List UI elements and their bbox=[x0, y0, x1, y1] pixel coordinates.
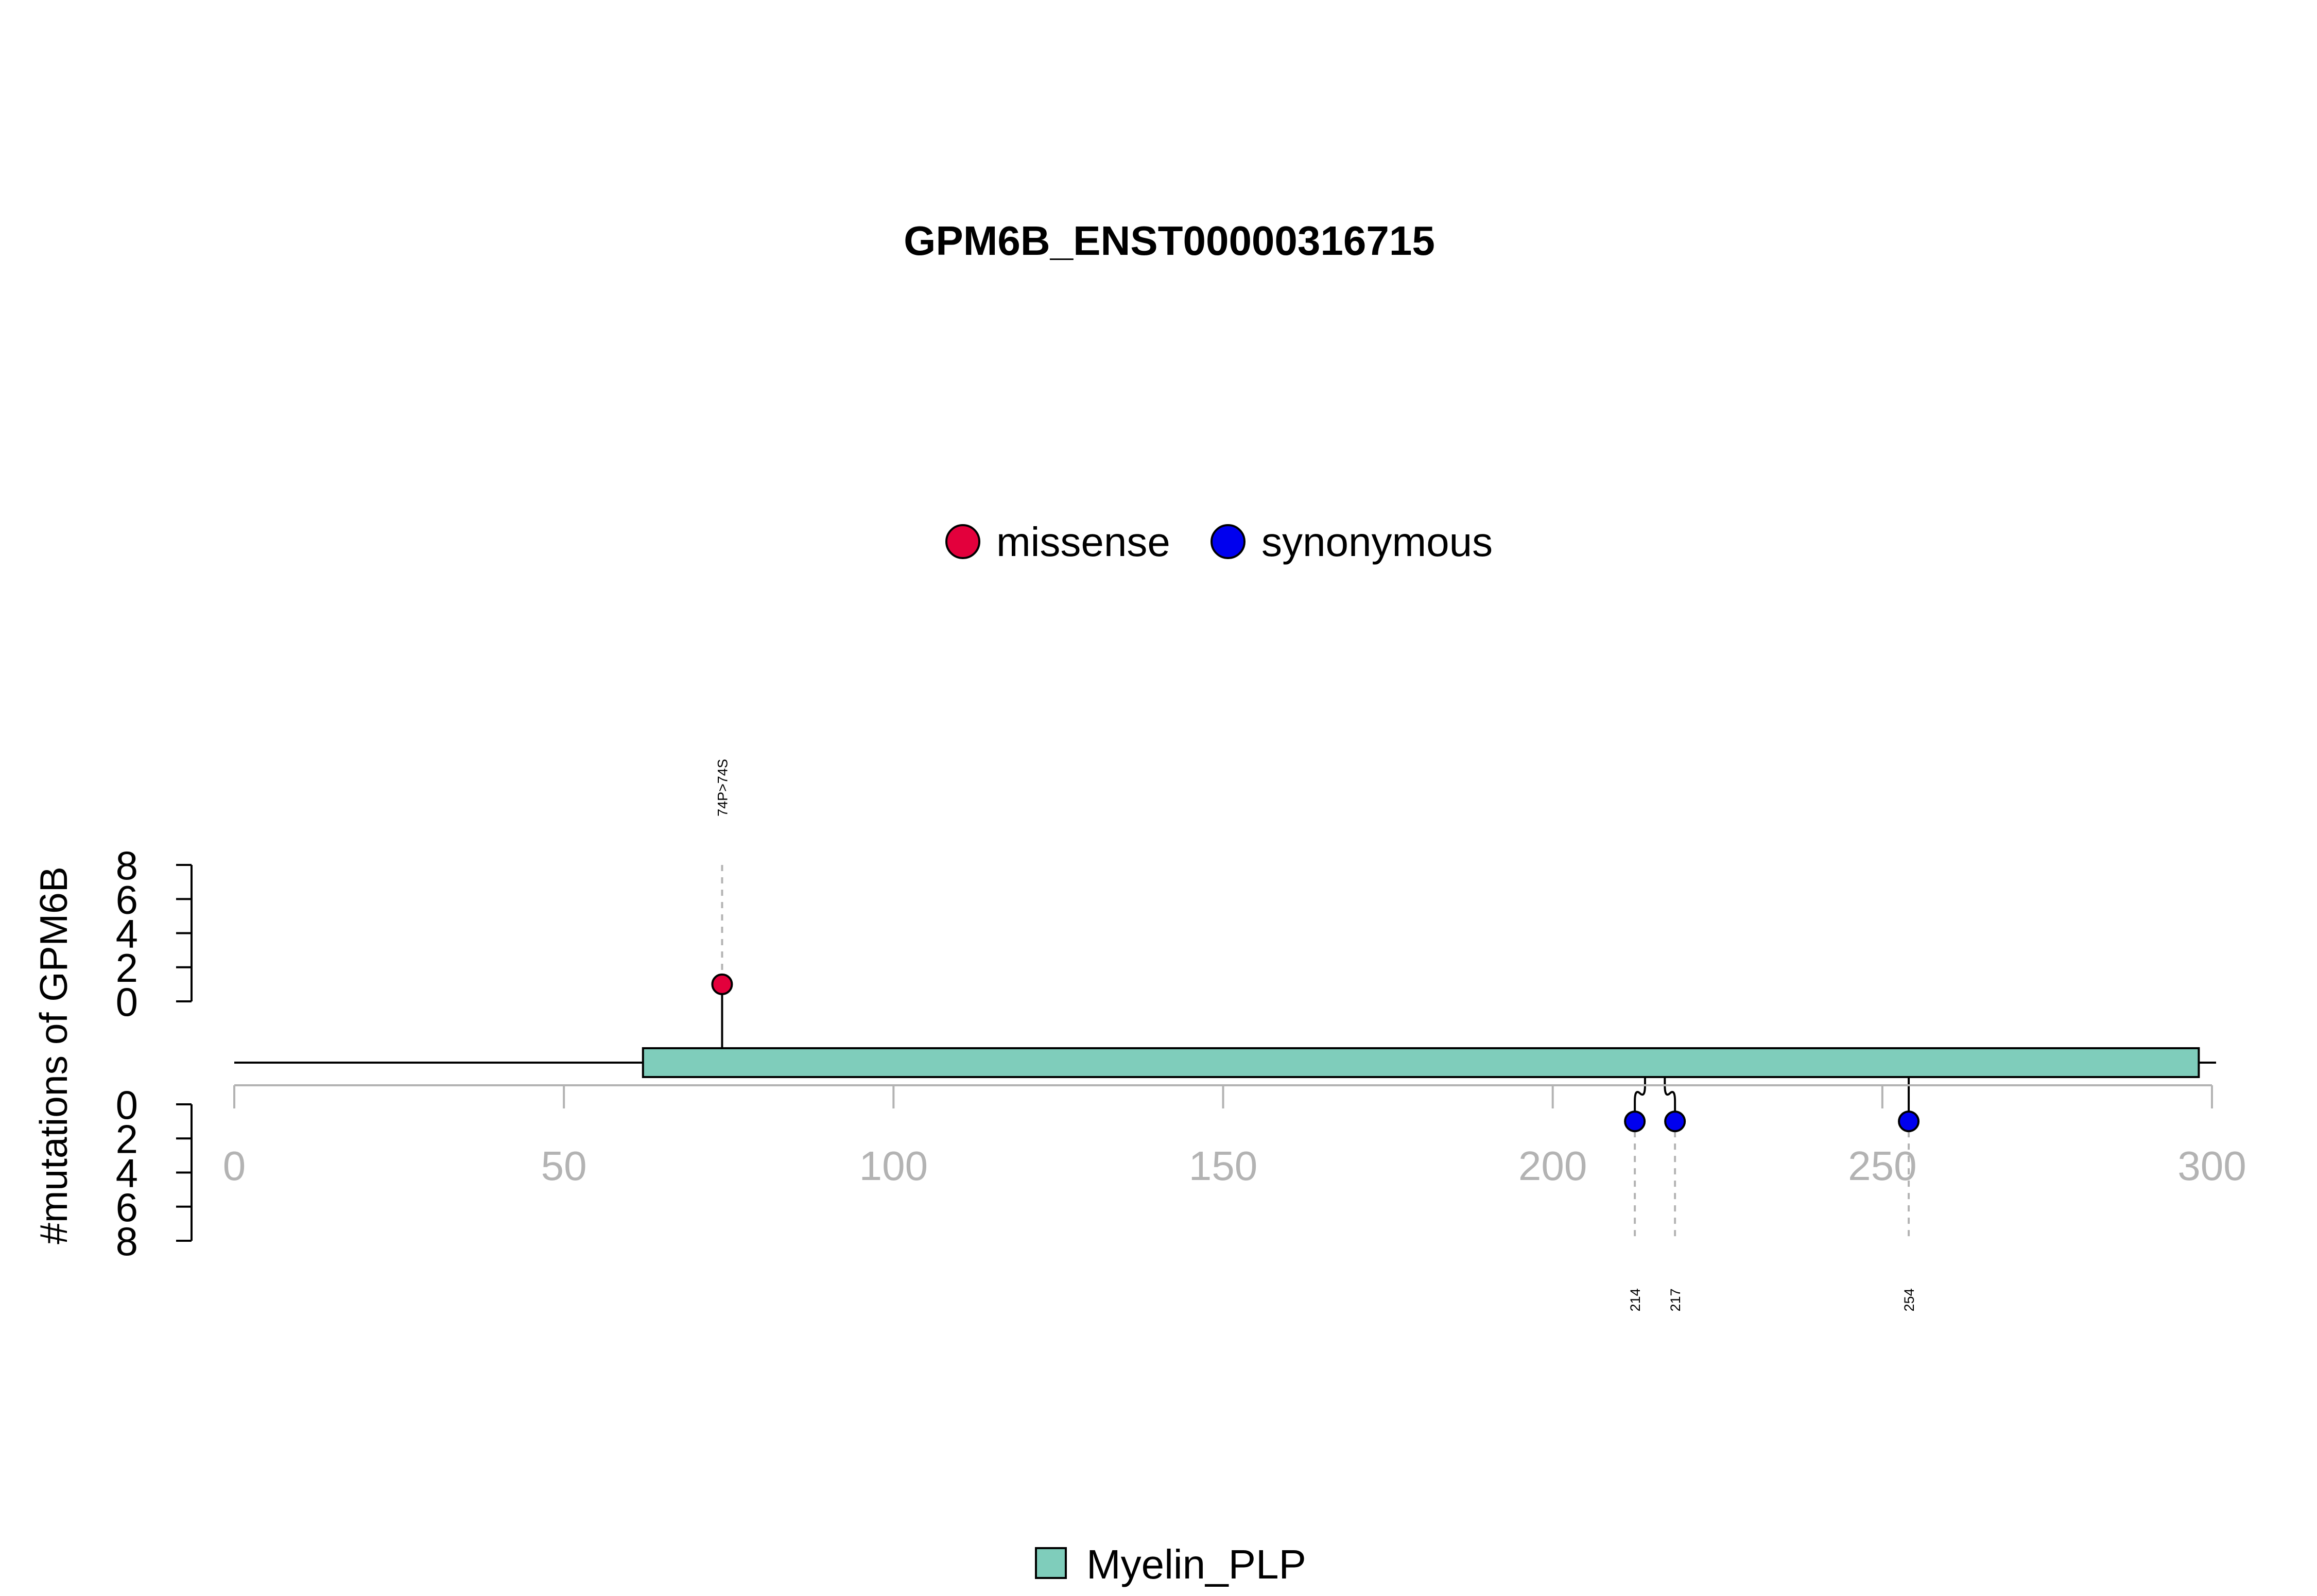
x-axis: 0 50 100 150 200 250 300 bbox=[223, 1084, 2246, 1189]
domain-legend-marker-Myelin_PLP bbox=[1035, 1547, 1067, 1579]
y-tick-label-bottom-8: 8 bbox=[116, 1219, 138, 1264]
domain-Myelin_PLP bbox=[642, 1047, 2200, 1078]
y-tick-label-top-2: 2 bbox=[116, 945, 138, 991]
chart-title: GPM6B_ENST00000316715 bbox=[904, 218, 1435, 264]
lollipops-top: 74P>74S bbox=[715, 759, 730, 1063]
mutation-dots bbox=[711, 973, 1920, 1133]
y-axis-label: #mutations of GPM6B bbox=[32, 866, 75, 1244]
x-tick-label-200: 200 bbox=[1518, 1143, 1587, 1189]
mutation-legend: missense synonymous bbox=[945, 519, 1493, 565]
x-tick-label-100: 100 bbox=[859, 1143, 928, 1189]
y-tick-label-bottom-6: 6 bbox=[116, 1185, 138, 1230]
x-tick-label-150: 150 bbox=[1189, 1143, 1257, 1189]
legend-label-synonymous: synonymous bbox=[1261, 519, 1493, 565]
y-tick-label-top-4: 4 bbox=[116, 911, 138, 957]
x-tick-label-50: 50 bbox=[541, 1143, 587, 1189]
mutation-label-254: 254 bbox=[1901, 1288, 1917, 1311]
domain-legend-label-Myelin_PLP: Myelin_PLP bbox=[1086, 1541, 1306, 1587]
stem-214 bbox=[1634, 1063, 1646, 1122]
y-tick-label-top-0: 0 bbox=[116, 979, 138, 1025]
x-tick-label-250: 250 bbox=[1848, 1143, 1916, 1189]
lollipops-bottom: 214 217 254 bbox=[1628, 1063, 1917, 1312]
mutation-label-214: 214 bbox=[1628, 1288, 1643, 1311]
y-tick-label-top-8: 8 bbox=[116, 843, 138, 888]
mutation-label-74: 74P>74S bbox=[715, 759, 730, 817]
x-tick-label-0: 0 bbox=[223, 1143, 246, 1189]
mutation-dot-254 bbox=[1898, 1111, 1920, 1133]
domain-legend: Myelin_PLP bbox=[1035, 1541, 1306, 1587]
mutation-label-217: 217 bbox=[1668, 1288, 1683, 1311]
y-tick-label-top-6: 6 bbox=[116, 877, 138, 922]
stem-217 bbox=[1664, 1063, 1676, 1122]
x-tick-label-300: 300 bbox=[2177, 1143, 2246, 1189]
legend-marker-synonymous bbox=[1211, 524, 1246, 559]
legend-label-missense: missense bbox=[996, 519, 1170, 565]
y-tick-label-bottom-2: 2 bbox=[116, 1116, 138, 1161]
mutation-dot-217 bbox=[1664, 1111, 1686, 1133]
y-tick-label-bottom-4: 4 bbox=[116, 1151, 138, 1196]
mutation-dot-74 bbox=[711, 973, 733, 995]
legend-marker-missense bbox=[945, 524, 980, 559]
mutation-dot-214 bbox=[1624, 1111, 1646, 1133]
y-tick-label-bottom-0: 0 bbox=[116, 1082, 138, 1127]
protein-backbone bbox=[234, 1047, 2216, 1078]
